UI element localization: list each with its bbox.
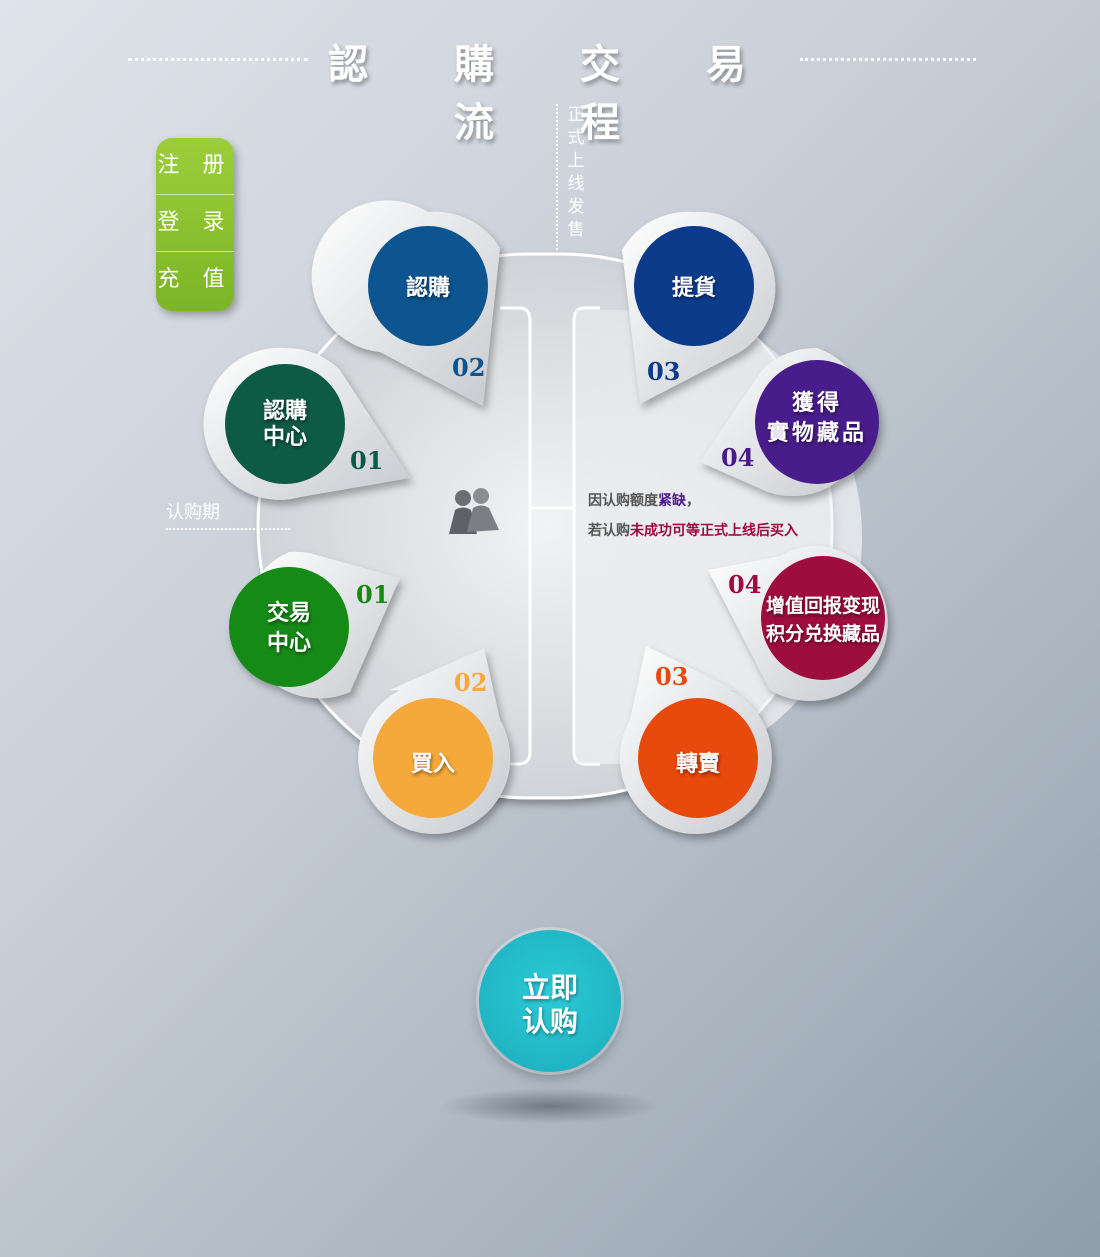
page-title: 認 購 交 易 流 程 (328, 41, 782, 146)
drop-appreciate (708, 545, 888, 701)
left-panel (500, 306, 532, 766)
drop-subscribe (311, 200, 500, 406)
period-divider (166, 528, 290, 530)
step-resell-num: 03 (655, 662, 689, 691)
login-button[interactable]: 登 录 (156, 195, 234, 252)
step-subscribe-center[interactable]: 認購 中心 (262, 398, 307, 450)
step-subscribe[interactable]: 認購 (405, 275, 450, 301)
step-buy[interactable]: 買入 (410, 751, 455, 777)
step-buy-num: 02 (454, 668, 488, 697)
drop-buy (358, 648, 511, 834)
step-appreciate-num: 04 (728, 570, 762, 599)
note-line-2: 若认购未成功可等正式上线后买入 (588, 523, 798, 539)
drop-pickup (622, 211, 776, 404)
title-divider-left (128, 58, 308, 61)
title-divider-right (800, 58, 976, 61)
register-button[interactable]: 注 册 (156, 138, 234, 195)
step-trade-center[interactable]: 交易 中心 (266, 600, 311, 656)
step-obtain[interactable]: 獲得 實物藏品 (766, 390, 867, 446)
step-subscribe-center-num: 01 (350, 446, 384, 475)
subscription-note: 因认购额度紧缺， 若认购未成功可等正式上线后买入 (588, 486, 798, 546)
step-obtain-num: 04 (721, 443, 755, 472)
drop-subscribe-center (203, 347, 410, 500)
period-label: 认购期 (166, 502, 220, 523)
step-pickup-num: 03 (647, 357, 681, 386)
side-menu: 注 册 登 录 充 值 (156, 138, 234, 311)
recharge-button[interactable]: 充 值 (157, 267, 233, 292)
step-trade-center-num: 01 (356, 580, 390, 609)
step-pickup[interactable]: 提貨 (671, 275, 716, 301)
note-line-1: 因认购额度紧缺， (588, 493, 700, 509)
cta-shadow (440, 1088, 660, 1124)
step-resell[interactable]: 轉賣 (675, 751, 720, 777)
drop-resell (619, 646, 772, 834)
subscribe-now-button[interactable]: 立即 认购 (479, 930, 621, 1072)
title-bar: 認 購 交 易 流 程 (0, 30, 1100, 146)
step-appreciate[interactable]: 增值回报变现 积分兑换藏品 (765, 595, 880, 645)
launch-label: 正式上线发售 (567, 105, 585, 240)
step-subscribe-num: 02 (452, 353, 486, 382)
drop-trade-center (229, 551, 400, 699)
people-icon (449, 488, 499, 534)
drop-obtain (700, 347, 879, 497)
launch-divider (556, 104, 558, 250)
